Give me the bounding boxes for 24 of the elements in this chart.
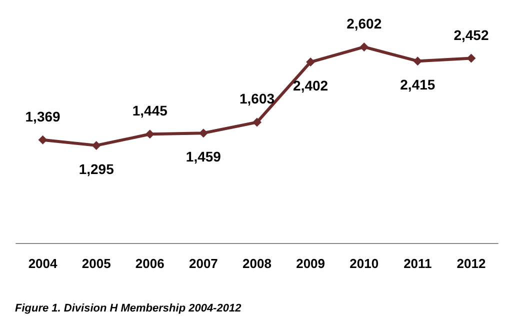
x-tick-label: 2004 xyxy=(28,256,58,271)
x-tick-label: 2012 xyxy=(456,256,486,271)
data-label: 1,295 xyxy=(78,160,114,177)
x-tick-label: 2011 xyxy=(404,256,432,271)
data-label: 2,415 xyxy=(400,76,436,93)
x-tick-label: 2007 xyxy=(188,256,218,271)
point xyxy=(38,135,48,144)
x-tick-label: 2006 xyxy=(135,256,164,271)
data-label: 2,452 xyxy=(454,26,489,43)
x-tick-label: 2009 xyxy=(296,256,326,271)
data-label: 1,459 xyxy=(186,148,222,165)
point xyxy=(306,58,316,67)
point xyxy=(92,140,101,150)
x-tick-label: 2008 xyxy=(242,256,272,271)
point xyxy=(252,118,262,127)
data-label: 2,402 xyxy=(293,78,328,94)
data-label: 1,445 xyxy=(132,102,168,119)
x-tick-label: 2010 xyxy=(350,256,379,271)
data-label: 1,603 xyxy=(239,90,275,107)
data-label: 1,369 xyxy=(25,108,60,124)
point xyxy=(360,42,369,52)
data-label: 2,602 xyxy=(346,15,382,32)
x-tick-label: 2005 xyxy=(82,256,111,271)
text: Figure 1. Division H Membership 2004-2012 xyxy=(15,302,242,314)
